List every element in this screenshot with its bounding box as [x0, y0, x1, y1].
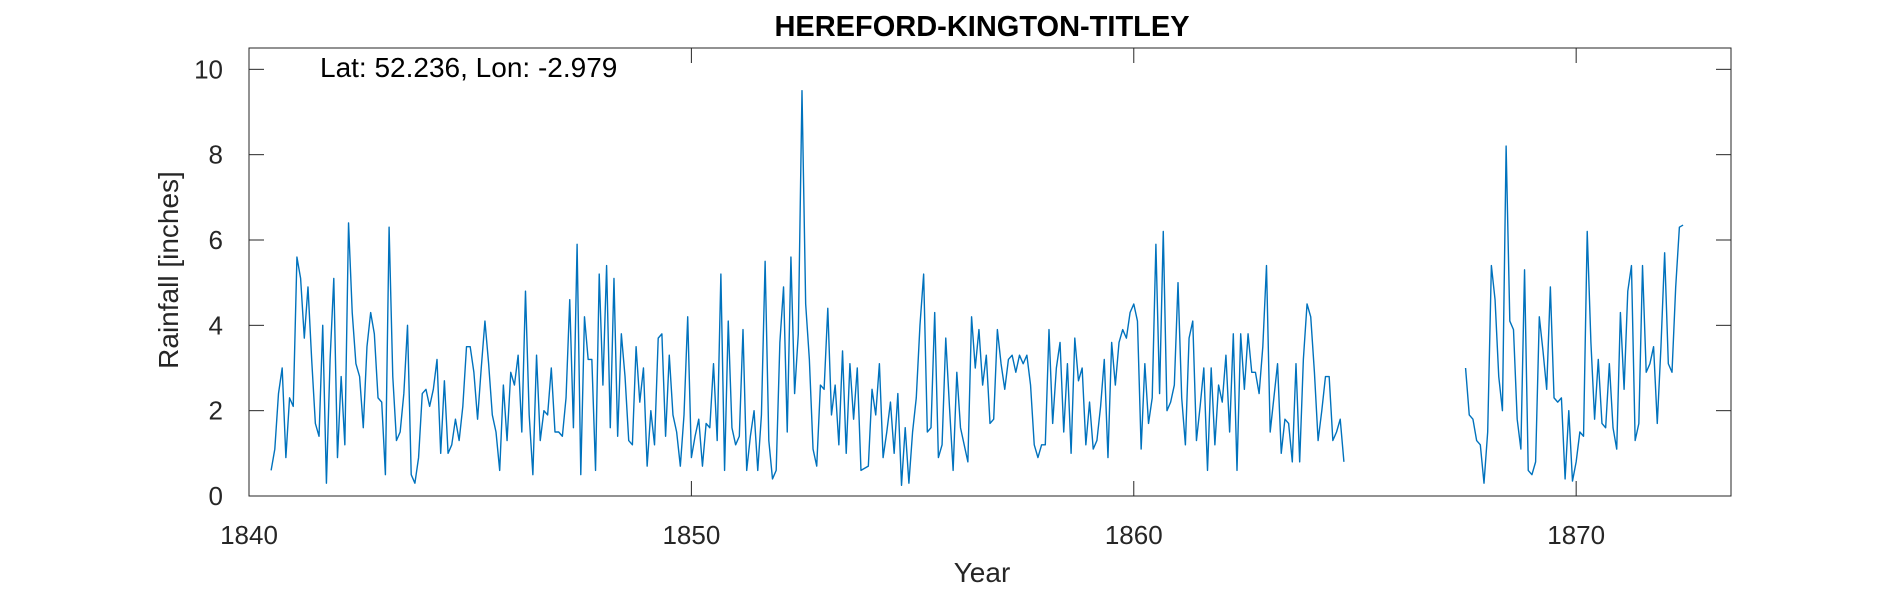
y-tick-label: 0 — [209, 481, 223, 511]
plot-frame — [248, 47, 1732, 497]
y-tick-label: 6 — [209, 225, 223, 255]
y-axis-label: Rainfall [inches] — [153, 171, 184, 369]
location-annotation: Lat: 52.236, Lon: -2.979 — [320, 52, 617, 83]
y-tick-label: 2 — [209, 396, 223, 426]
x-tick-label: 1870 — [1547, 520, 1605, 550]
rainfall-series-line-1 — [270, 89, 1345, 487]
axis-tick-labels: 1840 1850 1860 1870 0 2 4 6 8 10 — [194, 54, 1605, 550]
chart-title: HEREFORD-KINGTON-TITLEY — [774, 11, 1189, 43]
y-tick-label: 4 — [209, 310, 223, 340]
axis-ticks — [248, 48, 1731, 497]
y-tick-label: 10 — [194, 54, 223, 84]
x-tick-label: 1860 — [1105, 520, 1163, 550]
x-axis-label: Year — [954, 557, 1011, 588]
x-tick-label: 1840 — [220, 520, 278, 550]
rainfall-series-line-2 — [1464, 145, 1684, 484]
plot-lines — [270, 89, 1684, 487]
y-tick-label: 8 — [209, 140, 223, 170]
x-tick-label: 1850 — [662, 520, 720, 550]
